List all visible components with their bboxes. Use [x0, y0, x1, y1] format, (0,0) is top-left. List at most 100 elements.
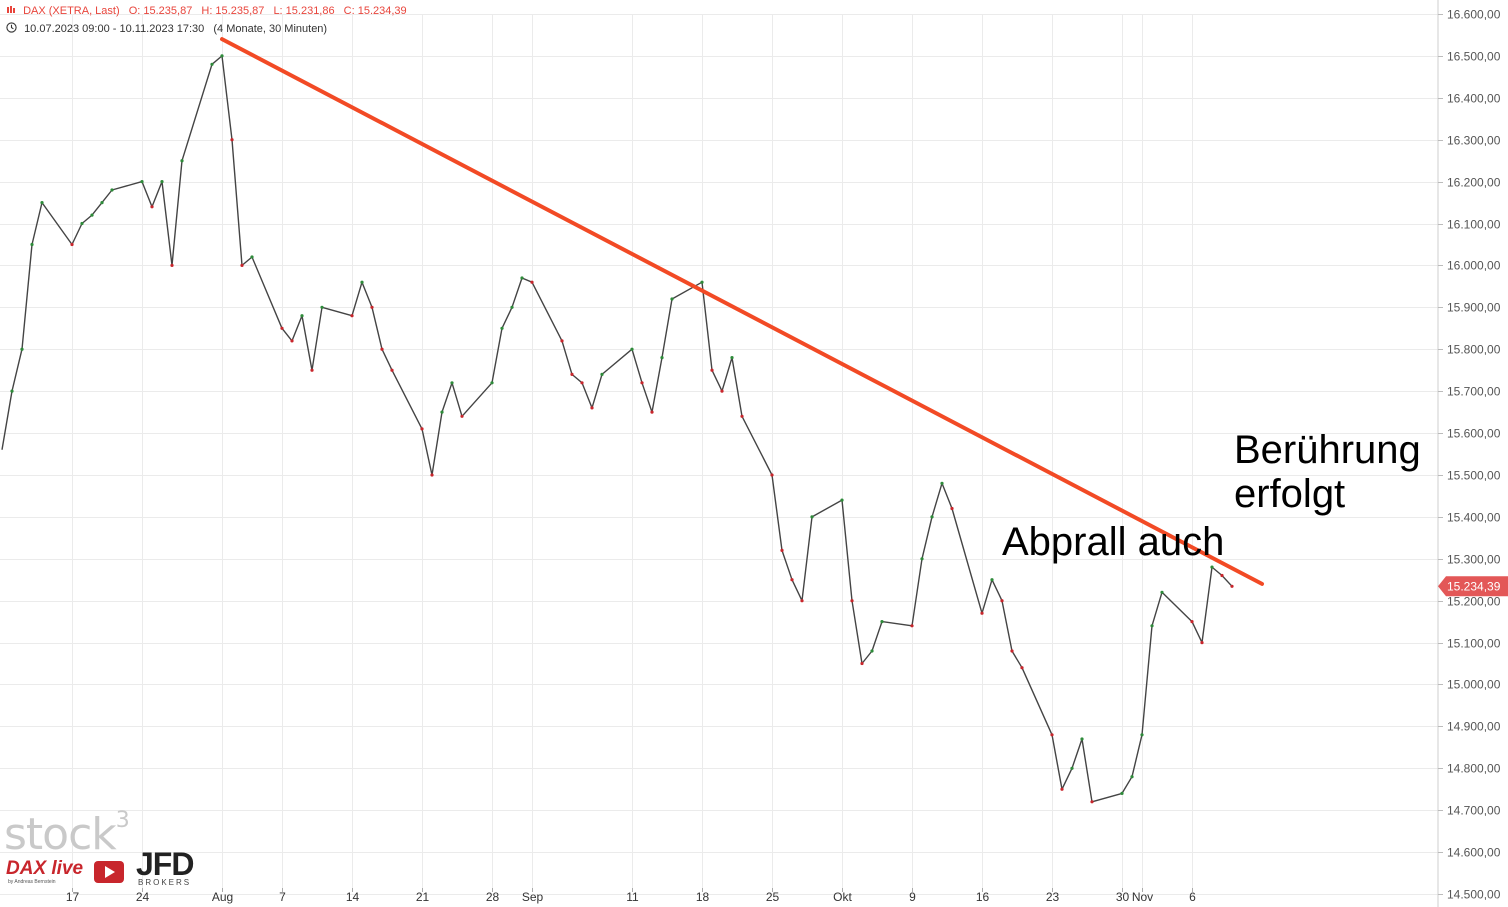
price-point	[180, 159, 184, 163]
trendline	[220, 37, 1264, 586]
price-point	[220, 54, 224, 58]
x-tick-label: 21	[416, 890, 430, 904]
price-point	[460, 414, 464, 418]
price-point	[420, 427, 424, 431]
x-tick-label: 23	[1046, 890, 1060, 904]
price-point	[440, 410, 444, 414]
price-point	[1010, 649, 1014, 653]
price-point	[1220, 573, 1224, 578]
y-tick-label: 14.700,00	[1447, 804, 1501, 818]
x-axis: 17 24 Aug 7 14 21 28 Sep 11 18 25 Okt 9 16 23 30 Nov 6	[66, 888, 1196, 904]
price-point	[870, 649, 874, 653]
price-point	[1080, 737, 1084, 741]
price-point	[390, 368, 394, 372]
price-point	[660, 356, 664, 360]
price-point	[1130, 775, 1134, 779]
price-point	[580, 381, 584, 385]
price-point	[1210, 565, 1214, 569]
date-range: 10.07.2023 09:00 - 10.11.2023 17:30	[24, 23, 205, 35]
y-tick-label: 14.600,00	[1447, 846, 1501, 860]
price-point	[370, 305, 374, 309]
price-point	[1090, 800, 1094, 804]
price-point	[880, 620, 884, 624]
price-point	[40, 201, 44, 205]
x-tick-label: Sep	[522, 890, 544, 904]
price-point	[770, 473, 774, 477]
x-tick-label: 9	[909, 890, 916, 904]
x-tick-label: 14	[346, 890, 360, 904]
x-tick-label: 16	[976, 890, 990, 904]
annotation-bounce: Abprall auch	[1002, 520, 1224, 564]
y-tick-label: 15.800,00	[1447, 343, 1501, 357]
price-point	[100, 201, 104, 205]
y-tick-label: 15.000,00	[1447, 678, 1501, 692]
price-point	[360, 280, 364, 284]
price-point	[240, 263, 244, 267]
last-price-label: 15.234,39	[1447, 579, 1501, 593]
price-point	[210, 62, 214, 66]
price-point	[310, 368, 314, 372]
open-value: O: 15.235,87	[128, 5, 193, 17]
x-tick-label: Nov	[1132, 890, 1153, 904]
price-point	[520, 276, 524, 280]
grid	[0, 14, 1438, 895]
x-tick-label: Aug	[212, 890, 233, 904]
price-point	[710, 368, 714, 372]
x-tick-label: 30	[1116, 890, 1130, 904]
candlestick-icon	[7, 6, 15, 13]
price-point	[730, 356, 734, 360]
price-point	[600, 372, 604, 376]
price-point	[530, 280, 534, 284]
low-value: L: 15.231,86	[273, 5, 335, 17]
price-point	[140, 180, 144, 184]
y-tick-label: 16.100,00	[1447, 218, 1501, 232]
play-icon	[94, 861, 124, 883]
price-point	[430, 473, 434, 477]
price-point	[1200, 641, 1204, 645]
price-point	[810, 515, 814, 519]
stock3-logo-text: stock	[4, 809, 117, 860]
x-tick-label: 6	[1189, 890, 1196, 904]
price-point	[980, 611, 984, 615]
price-point	[930, 515, 934, 519]
price-point	[280, 326, 284, 330]
annotation-touch: Berührung erfolgt	[1234, 428, 1421, 516]
y-tick-label: 16.300,00	[1447, 134, 1501, 148]
price-point	[790, 578, 794, 582]
x-tick-label: 11	[626, 890, 639, 904]
price-point	[860, 661, 864, 666]
last-price-tag	[1438, 576, 1508, 597]
y-tick-label: 16.200,00	[1447, 176, 1501, 190]
x-tick-label: 18	[696, 890, 710, 904]
y-tick-label: 15.600,00	[1447, 427, 1501, 441]
price-point	[630, 347, 634, 351]
symbol-label: DAX (XETRA, Last)	[23, 5, 120, 17]
price-point	[740, 414, 744, 418]
price-point	[1230, 584, 1234, 588]
jfd-logo: JFD	[136, 846, 194, 882]
price-point	[90, 213, 94, 217]
stock3-logo: stock3	[4, 808, 130, 860]
annotation-bounce-text: Abprall auch	[1002, 520, 1225, 564]
price-point	[1020, 666, 1024, 670]
price-point	[290, 339, 294, 343]
y-tick-label: 14.500,00	[1447, 888, 1501, 902]
x-tick-label: 25	[766, 890, 780, 904]
price-point	[450, 381, 454, 385]
price-point	[1050, 733, 1054, 737]
price-point	[1060, 787, 1064, 791]
price-point	[230, 138, 234, 142]
y-axis: 14.500,00 14.600,00 14.700,00 14.800,00 14.9…	[1437, 0, 1501, 907]
price-point	[990, 578, 994, 582]
y-tick-label: 15.900,00	[1447, 301, 1501, 315]
price-point	[350, 314, 354, 318]
y-tick-label: 16.600,00	[1447, 8, 1501, 22]
close-value: C: 15.234,39	[343, 5, 407, 17]
price-point	[80, 221, 84, 226]
price-point	[1140, 733, 1144, 737]
price-point	[800, 599, 804, 603]
dax-live-logo: DAX live	[6, 858, 84, 879]
price-point	[510, 305, 514, 309]
trendline-layer	[220, 37, 1264, 586]
price-point	[30, 242, 34, 247]
